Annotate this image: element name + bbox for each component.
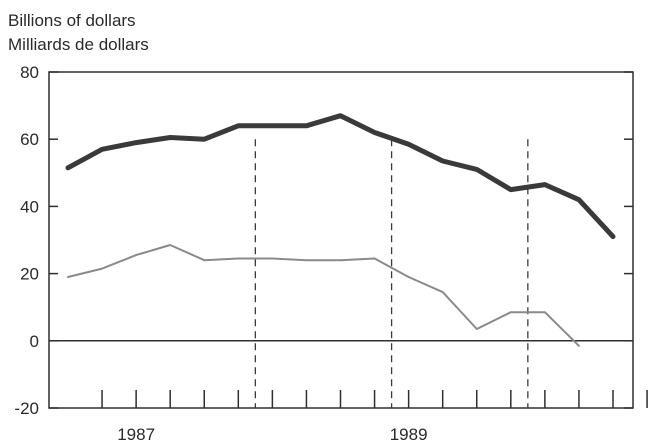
y-axis-unit-label-french: Milliards de dollars xyxy=(8,35,149,54)
y-axis-unit-label-english: Billions of dollars xyxy=(8,11,136,30)
y-tick-label: -20 xyxy=(14,399,39,418)
series-line-1 xyxy=(65,113,616,240)
x-tick-label: 1987 xyxy=(117,425,155,442)
y-tick-label: 20 xyxy=(20,265,39,284)
x-tick-label: 1989 xyxy=(390,425,428,442)
y-tick-label: 80 xyxy=(20,63,39,82)
y-tick-label: 40 xyxy=(20,197,39,216)
series-line-2 xyxy=(67,244,580,347)
y-tick-label: 60 xyxy=(20,130,39,149)
plot-frame xyxy=(48,71,634,409)
y-tick-label: 0 xyxy=(30,332,39,351)
